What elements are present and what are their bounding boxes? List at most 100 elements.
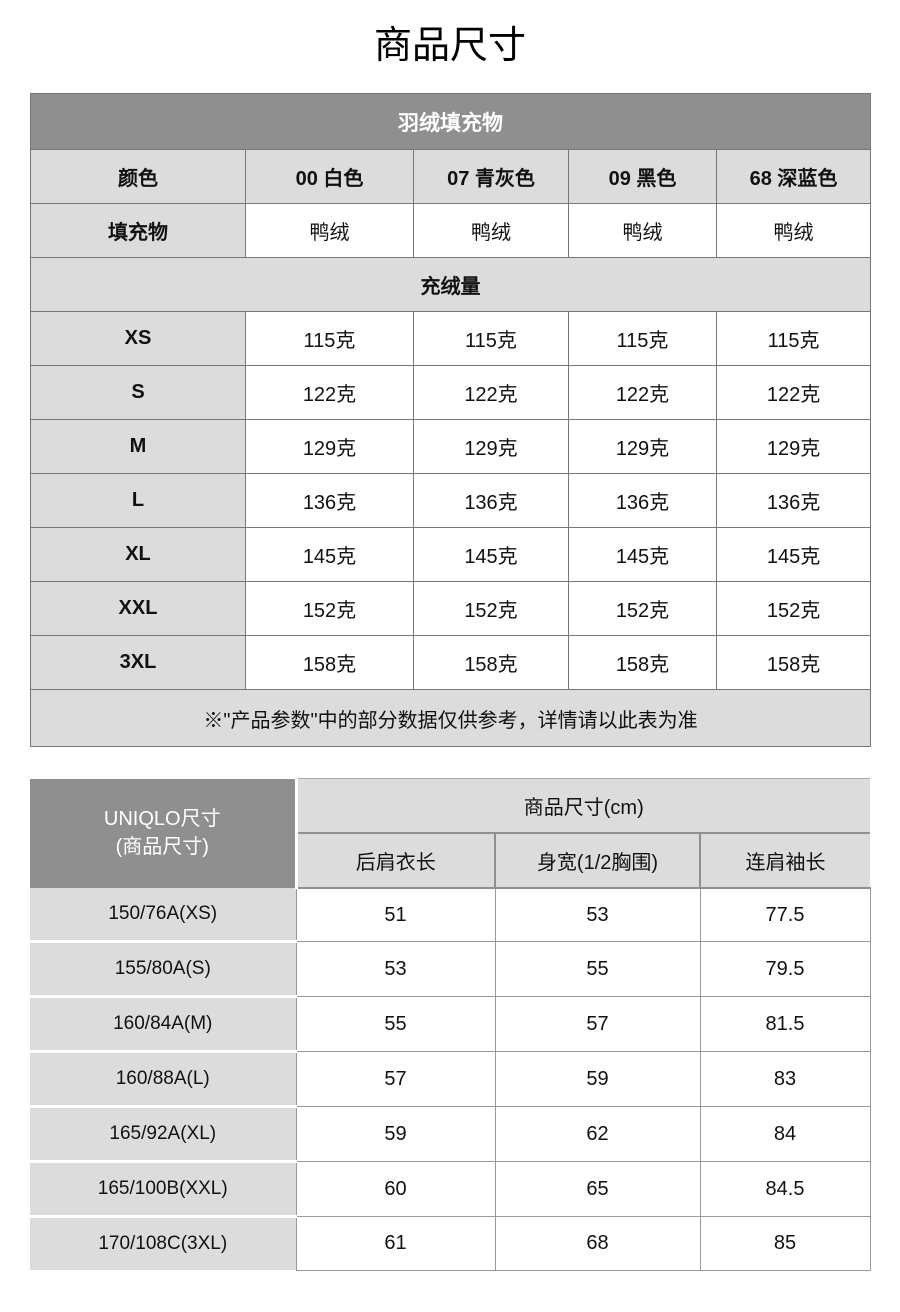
- dimension-value-cell: 60: [295, 1161, 496, 1217]
- dimension-value-cell: 65: [494, 1161, 701, 1217]
- garment-dimensions-table-body: UNIQLO尺寸 (商品尺寸) 商品尺寸(cm) 后肩衣长 身宽(1/2胸围) …: [30, 778, 871, 1271]
- dimension-value-cell: 77.5: [699, 887, 871, 942]
- dimension-value-cell: 83: [699, 1051, 871, 1107]
- size-row-xxl: XXL 152克 152克 152克 152克: [30, 581, 872, 636]
- reference-note: ※"产品参数"中的部分数据仅供参考，详情请以此表为准: [29, 689, 872, 747]
- row-label-cell: M: [30, 419, 246, 474]
- column-header-back-shoulder-length: 后肩衣长: [296, 833, 495, 889]
- row-label-cell: L: [30, 473, 246, 528]
- weight-value-cell: 145克: [245, 527, 414, 582]
- color-value-cell: 07 青灰色: [413, 149, 569, 204]
- fill-weight-banner-row: 充绒量: [29, 257, 872, 312]
- size-label-cell: 160/84A(M): [30, 995, 297, 1052]
- dimension-row-3xl: 170/108C(3XL) 61 68 85: [30, 1215, 871, 1271]
- color-value-cell: 00 白色: [245, 149, 414, 204]
- weight-value-cell: 136克: [568, 473, 717, 528]
- filling-row: 填充物 鸭绒 鸭绒 鸭绒 鸭绒: [30, 203, 872, 258]
- filling-value-cell: 鸭绒: [568, 203, 717, 258]
- dimension-value-cell: 84: [699, 1106, 871, 1162]
- color-value-cell: 68 深蓝色: [715, 149, 872, 204]
- size-label-cell: 160/88A(L): [30, 1050, 297, 1107]
- dimension-value-cell: 61: [295, 1216, 496, 1271]
- weight-value-cell: 158克: [413, 635, 569, 690]
- weight-value-cell: 122克: [245, 365, 414, 420]
- down-filling-table: 羽绒填充物 颜色 00 白色 07 青灰色 09 黑色 68 深蓝色 填充物 鸭…: [29, 93, 872, 747]
- dimension-row-xl: 165/92A(XL) 59 62 84: [30, 1105, 871, 1162]
- weight-value-cell: 129克: [568, 419, 717, 474]
- weight-value-cell: 122克: [413, 365, 569, 420]
- dimension-value-cell: 79.5: [699, 941, 871, 997]
- weight-value-cell: 129克: [715, 419, 872, 474]
- dimension-row-xs: 150/76A(XS) 51 53 77.5: [30, 887, 871, 942]
- size-row-xl: XL 145克 145克 145克 145克: [30, 527, 872, 582]
- weight-value-cell: 152克: [245, 581, 414, 636]
- weight-value-cell: 136克: [413, 473, 569, 528]
- filling-table-title-cell: 羽绒填充物: [29, 93, 872, 150]
- note-row: ※"产品参数"中的部分数据仅供参考，详情请以此表为准: [29, 689, 872, 747]
- filling-value-cell: 鸭绒: [715, 203, 872, 258]
- weight-value-cell: 122克: [568, 365, 717, 420]
- dimension-value-cell: 51: [295, 887, 496, 942]
- size-label-cell: 165/92A(XL): [30, 1105, 297, 1162]
- filling-table-header-row: 羽绒填充物: [29, 93, 872, 150]
- weight-value-cell: 115克: [568, 311, 717, 366]
- dimension-value-cell: 85: [699, 1216, 871, 1271]
- column-header-sleeve-length: 连肩袖长: [698, 833, 871, 889]
- dimension-value-cell: 62: [494, 1106, 701, 1162]
- row-label-cell: 3XL: [30, 635, 246, 690]
- filling-value-cell: 鸭绒: [413, 203, 569, 258]
- size-label-cell: 155/80A(S): [30, 940, 297, 997]
- row-label-cell: XL: [30, 527, 246, 582]
- weight-value-cell: 129克: [245, 419, 414, 474]
- weight-value-cell: 145克: [413, 527, 569, 582]
- weight-value-cell: 152克: [568, 581, 717, 636]
- uniqlo-size-corner-cell: UNIQLO尺寸 (商品尺寸): [30, 778, 298, 888]
- size-row-3xl: 3XL 158克 158克 158克 158克: [30, 635, 872, 690]
- row-label-cell: 填充物: [30, 203, 246, 258]
- size-row-s: S 122克 122克 122克 122克: [30, 365, 872, 420]
- row-label-cell: XXL: [30, 581, 246, 636]
- dimension-value-cell: 84.5: [699, 1161, 871, 1217]
- dimension-row-m: 160/84A(M) 55 57 81.5: [30, 995, 871, 1052]
- size-label-cell: 165/100B(XXL): [30, 1160, 297, 1217]
- dimension-value-cell: 53: [295, 941, 496, 997]
- fill-weight-banner-cell: 充绒量: [29, 257, 872, 312]
- weight-value-cell: 158克: [568, 635, 717, 690]
- garment-dimensions-table: UNIQLO尺寸 (商品尺寸) 商品尺寸(cm) 后肩衣长 身宽(1/2胸围) …: [30, 778, 871, 1271]
- dimension-row-s: 155/80A(S) 53 55 79.5: [30, 940, 871, 997]
- weight-value-cell: 152克: [413, 581, 569, 636]
- size-row-l: L 136克 136克 136克 136克: [30, 473, 872, 528]
- page-title: 商品尺寸: [373, 25, 526, 67]
- weight-value-cell: 152克: [715, 581, 872, 636]
- weight-value-cell: 115克: [413, 311, 569, 366]
- row-label-cell: 颜色: [30, 149, 246, 204]
- color-value-cell: 09 黑色: [568, 149, 717, 204]
- corner-line-2: (商品尺寸): [115, 836, 209, 859]
- weight-value-cell: 115克: [245, 311, 414, 366]
- dimension-value-cell: 59: [494, 1051, 701, 1107]
- dimension-row-xxl: 165/100B(XXL) 60 65 84.5: [30, 1160, 871, 1217]
- dimension-value-cell: 81.5: [699, 996, 871, 1052]
- weight-value-cell: 158克: [715, 635, 872, 690]
- color-row: 颜色 00 白色 07 青灰色 09 黑色 68 深蓝色: [30, 149, 872, 204]
- dimensions-header-row-1: UNIQLO尺寸 (商品尺寸) 商品尺寸(cm): [30, 778, 871, 888]
- weight-value-cell: 136克: [245, 473, 414, 528]
- row-label-cell: XS: [30, 311, 246, 366]
- weight-value-cell: 129克: [413, 419, 569, 474]
- dimension-value-cell: 53: [494, 887, 701, 942]
- size-row-xs: XS 115克 115克 115克 115克: [30, 311, 872, 366]
- dimension-value-cell: 55: [295, 996, 496, 1052]
- size-row-m: M 129克 129克 129克 129克: [30, 419, 872, 474]
- filling-value-cell: 鸭绒: [245, 203, 414, 258]
- corner-line-1: UNIQLO尺寸: [103, 808, 221, 831]
- weight-value-cell: 122克: [715, 365, 872, 420]
- weight-value-cell: 145克: [568, 527, 717, 582]
- dimension-value-cell: 57: [494, 996, 701, 1052]
- column-header-body-width: 身宽(1/2胸围): [494, 833, 700, 889]
- dimension-value-cell: 59: [295, 1106, 496, 1162]
- row-label-cell: S: [30, 365, 246, 420]
- dimension-value-cell: 57: [295, 1051, 496, 1107]
- dimensions-header-row-2: 后肩衣长 身宽(1/2胸围) 连肩袖长: [30, 833, 871, 889]
- size-label-cell: 170/108C(3XL): [30, 1215, 297, 1270]
